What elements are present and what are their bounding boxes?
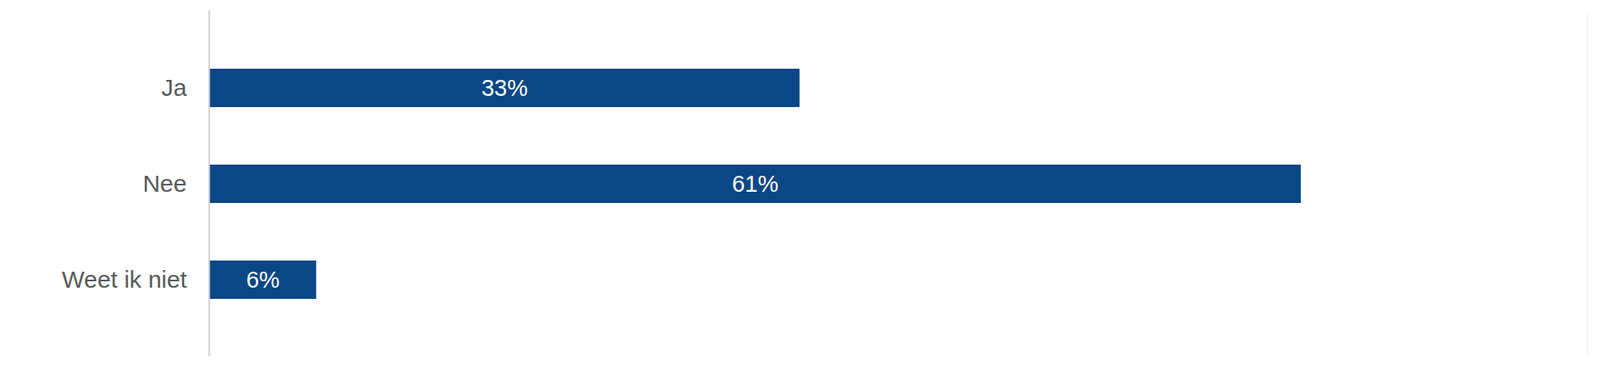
svg-text:Weet ik niet: Weet ik niet	[61, 266, 188, 293]
svg-text:33%: 33%	[481, 75, 528, 101]
svg-text:Ja: Ja	[161, 74, 188, 101]
svg-text:6%: 6%	[246, 267, 280, 293]
svg-text:61%: 61%	[732, 171, 779, 197]
svg-text:Nee: Nee	[142, 170, 187, 197]
